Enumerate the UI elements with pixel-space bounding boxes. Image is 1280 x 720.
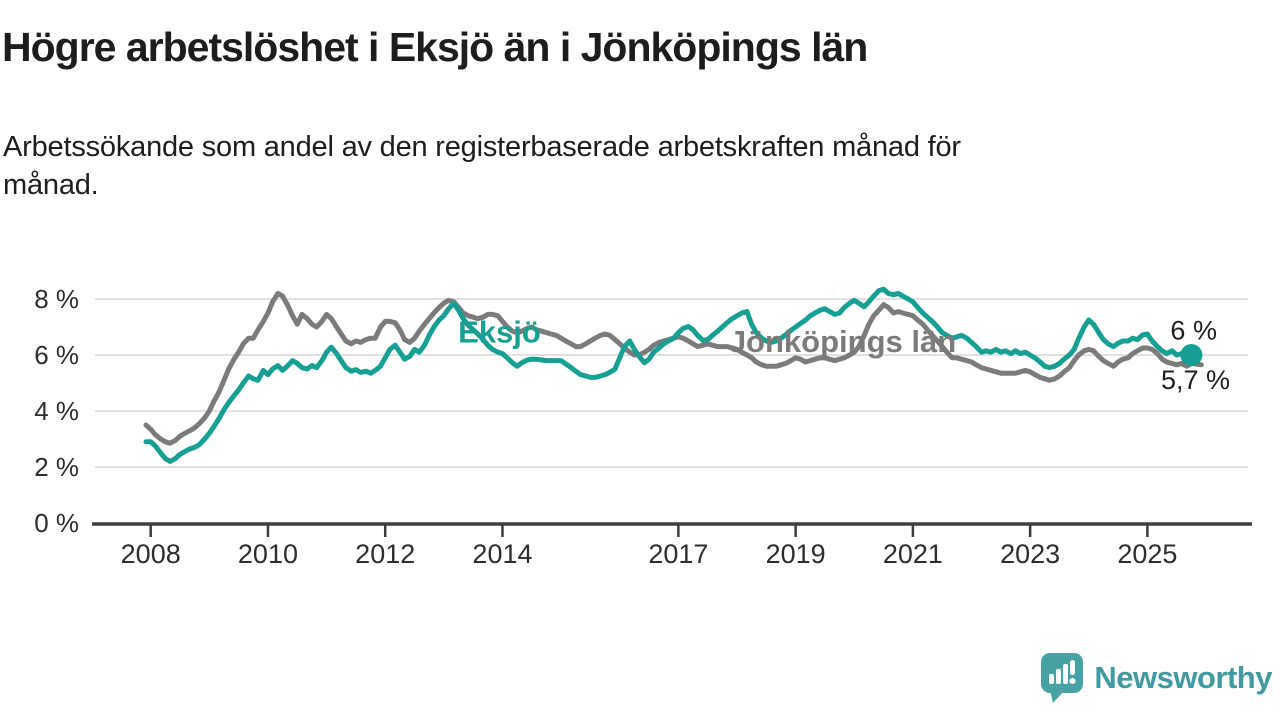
chart-title: Högre arbetslöshet i Eksjö än i Jönköpin… — [2, 24, 868, 70]
x-tick-label-2008: 2008 — [121, 539, 181, 569]
newsworthy-wordmark: Newsworthy — [1094, 660, 1272, 695]
series-label-jonkopings-lan: Jönköpings län — [729, 324, 956, 359]
x-tick-label-2023: 2023 — [1000, 539, 1060, 569]
logo-bubble — [1041, 653, 1084, 693]
logo-bubble-tail — [1050, 690, 1066, 703]
chart-subtitle: Arbetssökande som andel av den registerb… — [3, 128, 961, 204]
y-tick-label-6: 6 % — [34, 340, 79, 370]
y-tick-label-2: 2 % — [34, 452, 79, 482]
series-end-dot-eksjo — [1180, 344, 1203, 366]
series-label-eksjo: Eksjö — [458, 314, 541, 349]
chart-subtitle-line-2: månad. — [3, 169, 99, 201]
x-tick-label-2019: 2019 — [766, 539, 826, 569]
series-line-eksjo — [143, 286, 1194, 464]
x-tick-label-2017: 2017 — [648, 539, 708, 569]
logo-exclamation-dot — [1069, 678, 1076, 684]
x-tick-label-2021: 2021 — [883, 539, 943, 569]
newsworthy-logo: Newsworthy — [1040, 652, 1272, 704]
x-tick-label-2025: 2025 — [1117, 539, 1177, 569]
logo-bar-1 — [1049, 674, 1055, 684]
y-tick-label-4: 4 % — [34, 396, 79, 426]
chart-subtitle-line-1: Arbetssökande som andel av den registerb… — [3, 131, 961, 163]
y-tick-label-8: 8 % — [34, 284, 79, 314]
x-tick-label-2012: 2012 — [355, 539, 415, 569]
logo-bar-3 — [1063, 664, 1069, 684]
logo-bar-2 — [1056, 669, 1062, 684]
end-value-label-eksjo: 6 % — [1170, 316, 1217, 346]
logo-exclamation-bar — [1070, 660, 1076, 675]
y-tick-label-0: 0 % — [34, 508, 79, 538]
x-tick-label-2014: 2014 — [472, 539, 532, 569]
end-value-label-jonkopings-lan: 5,7 % — [1161, 365, 1230, 395]
newsworthy-bubble-chart-icon — [1041, 653, 1084, 703]
x-tick-label-2010: 2010 — [238, 539, 298, 569]
